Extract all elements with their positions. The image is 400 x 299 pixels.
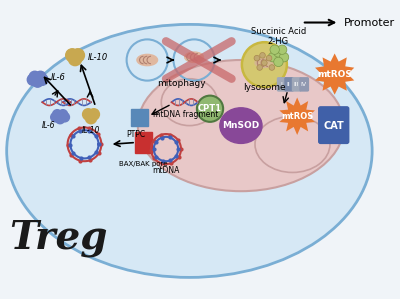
- Circle shape: [82, 109, 94, 120]
- Text: IL-10: IL-10: [82, 126, 100, 135]
- Text: IL-6: IL-6: [51, 73, 66, 82]
- Text: III: III: [294, 82, 299, 87]
- Ellipse shape: [255, 58, 274, 68]
- Text: MnSOD: MnSOD: [222, 121, 260, 130]
- Text: mtROS: mtROS: [317, 70, 352, 79]
- Circle shape: [278, 45, 287, 54]
- Circle shape: [27, 74, 38, 85]
- FancyBboxPatch shape: [139, 118, 148, 126]
- Circle shape: [51, 112, 60, 122]
- Text: Promoter: Promoter: [344, 18, 395, 28]
- Circle shape: [260, 53, 265, 58]
- Circle shape: [32, 76, 43, 87]
- Text: II: II: [287, 82, 291, 87]
- Text: lysosome: lysosome: [243, 83, 286, 92]
- Polygon shape: [315, 54, 354, 95]
- Text: mtDNA: mtDNA: [152, 166, 180, 175]
- FancyBboxPatch shape: [285, 78, 294, 91]
- Circle shape: [254, 55, 260, 61]
- FancyBboxPatch shape: [319, 107, 349, 144]
- Ellipse shape: [7, 25, 372, 277]
- Text: I: I: [280, 82, 282, 87]
- Circle shape: [52, 110, 62, 119]
- Text: CPT1: CPT1: [198, 104, 222, 113]
- Circle shape: [274, 57, 283, 67]
- Circle shape: [56, 114, 65, 124]
- Text: Treg: Treg: [9, 219, 108, 257]
- Circle shape: [66, 49, 79, 62]
- FancyBboxPatch shape: [300, 78, 308, 91]
- Circle shape: [68, 53, 82, 65]
- Circle shape: [60, 112, 70, 122]
- Circle shape: [197, 96, 223, 122]
- Text: PTPC: PTPC: [126, 130, 146, 139]
- Text: IL-10: IL-10: [88, 53, 108, 62]
- Circle shape: [266, 55, 272, 61]
- Circle shape: [29, 71, 40, 83]
- Ellipse shape: [161, 79, 218, 126]
- Circle shape: [274, 48, 283, 57]
- Circle shape: [270, 45, 279, 54]
- Circle shape: [262, 60, 267, 65]
- FancyBboxPatch shape: [131, 118, 139, 126]
- Ellipse shape: [138, 60, 344, 191]
- Circle shape: [257, 65, 262, 70]
- Text: 2-HG: 2-HG: [268, 37, 289, 46]
- FancyBboxPatch shape: [131, 109, 139, 118]
- Polygon shape: [279, 97, 315, 135]
- Ellipse shape: [137, 54, 158, 65]
- Circle shape: [85, 112, 97, 124]
- Circle shape: [268, 53, 278, 62]
- Ellipse shape: [220, 108, 262, 144]
- FancyBboxPatch shape: [139, 109, 148, 118]
- Circle shape: [88, 109, 100, 120]
- Circle shape: [242, 42, 287, 87]
- Circle shape: [35, 71, 46, 83]
- Ellipse shape: [185, 52, 204, 62]
- FancyBboxPatch shape: [292, 78, 301, 91]
- Circle shape: [269, 65, 275, 70]
- FancyBboxPatch shape: [278, 78, 286, 91]
- Text: IV: IV: [301, 82, 307, 87]
- Text: IL-6: IL-6: [42, 121, 56, 130]
- Ellipse shape: [255, 116, 330, 173]
- Text: mitophagy: mitophagy: [158, 79, 206, 88]
- Text: mtROS: mtROS: [281, 112, 313, 121]
- FancyBboxPatch shape: [135, 132, 152, 153]
- Text: BAX/BAK pore: BAX/BAK pore: [119, 161, 168, 167]
- Text: mtDNA fragment: mtDNA fragment: [153, 110, 218, 119]
- Circle shape: [37, 74, 48, 85]
- Circle shape: [279, 53, 289, 62]
- Circle shape: [58, 110, 68, 119]
- Circle shape: [71, 49, 84, 62]
- Text: CAT: CAT: [323, 120, 344, 131]
- Text: Succinic Acid: Succinic Acid: [251, 28, 306, 36]
